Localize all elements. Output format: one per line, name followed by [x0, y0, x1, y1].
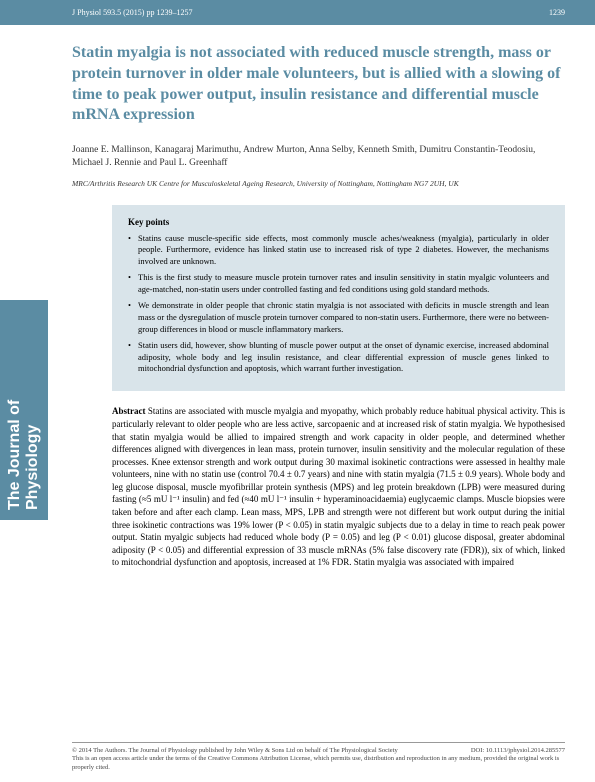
article-title: Statin myalgia is not associated with re…	[72, 43, 565, 126]
affiliation: MRC/Arthritis Research UK Centre for Mus…	[72, 179, 565, 189]
abstract-label: Abstract	[112, 406, 148, 416]
journal-name: The Journal of Physiology	[6, 310, 42, 510]
page-footer: © 2014 The Authors. The Journal of Physi…	[72, 742, 565, 772]
license-text: This is an open access article under the…	[72, 755, 565, 772]
keypoints-box: Key points Statins cause muscle-specific…	[112, 205, 565, 392]
author-list: Joanne E. Mallinson, Kanagaraj Marimuthu…	[72, 144, 565, 171]
keypoint-item: This is the first study to measure muscl…	[128, 272, 549, 296]
keypoints-label: Key points	[128, 217, 549, 227]
header-citation: J Physiol 593.5 (2015) pp 1239–1257	[72, 8, 192, 17]
keypoint-item: Statins cause muscle-specific side effec…	[128, 233, 549, 269]
main-content: Statin myalgia is not associated with re…	[0, 25, 595, 569]
keypoint-item: We demonstrate in older people that chro…	[128, 300, 549, 336]
page-header: J Physiol 593.5 (2015) pp 1239–1257 1239	[0, 0, 595, 25]
abstract-text: Statins are associated with muscle myalg…	[112, 406, 565, 567]
abstract-block: Abstract Statins are associated with mus…	[112, 405, 565, 569]
keypoint-item: Statin users did, however, show blunting…	[128, 340, 549, 376]
doi-text: DOI: 10.1113/jphysiol.2014.285577	[471, 747, 565, 755]
journal-sidebar-tab: The Journal of Physiology	[0, 300, 48, 520]
keypoints-list: Statins cause muscle-specific side effec…	[128, 233, 549, 376]
footer-top-row: © 2014 The Authors. The Journal of Physi…	[72, 747, 565, 755]
header-page-number: 1239	[549, 8, 565, 17]
copyright-text: © 2014 The Authors. The Journal of Physi…	[72, 747, 398, 755]
